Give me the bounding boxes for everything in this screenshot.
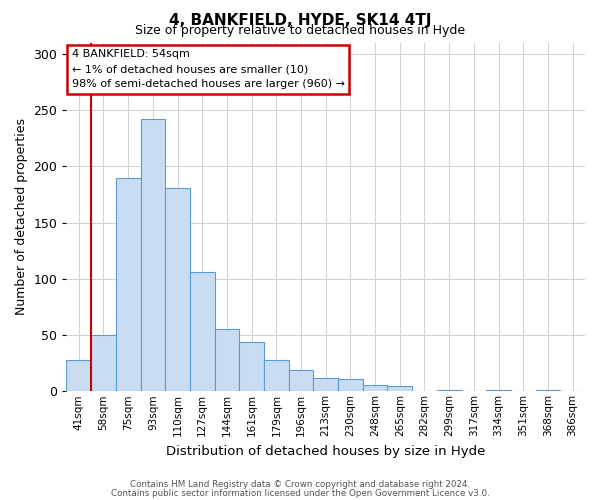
Bar xyxy=(289,370,313,392)
Text: 4, BANKFIELD, HYDE, SK14 4TJ: 4, BANKFIELD, HYDE, SK14 4TJ xyxy=(169,12,431,28)
Bar xyxy=(116,178,140,392)
Text: Contains HM Land Registry data © Crown copyright and database right 2024.: Contains HM Land Registry data © Crown c… xyxy=(130,480,470,489)
Bar xyxy=(264,360,289,392)
Bar xyxy=(239,342,264,392)
Bar xyxy=(363,384,388,392)
Bar xyxy=(536,390,560,392)
Bar xyxy=(338,379,363,392)
Text: Contains public sector information licensed under the Open Government Licence v3: Contains public sector information licen… xyxy=(110,488,490,498)
Bar xyxy=(215,330,239,392)
Bar xyxy=(67,360,91,392)
Bar xyxy=(313,378,338,392)
Y-axis label: Number of detached properties: Number of detached properties xyxy=(15,118,28,316)
Bar xyxy=(486,390,511,392)
X-axis label: Distribution of detached houses by size in Hyde: Distribution of detached houses by size … xyxy=(166,444,485,458)
Bar xyxy=(190,272,215,392)
Bar xyxy=(91,335,116,392)
Text: Size of property relative to detached houses in Hyde: Size of property relative to detached ho… xyxy=(135,24,465,37)
Text: 4 BANKFIELD: 54sqm
← 1% of detached houses are smaller (10)
98% of semi-detached: 4 BANKFIELD: 54sqm ← 1% of detached hous… xyxy=(71,50,344,89)
Bar xyxy=(388,386,412,392)
Bar xyxy=(437,390,461,392)
Bar xyxy=(140,119,165,392)
Bar xyxy=(165,188,190,392)
